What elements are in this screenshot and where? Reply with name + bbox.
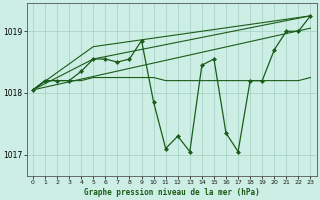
X-axis label: Graphe pression niveau de la mer (hPa): Graphe pression niveau de la mer (hPa)	[84, 188, 260, 197]
